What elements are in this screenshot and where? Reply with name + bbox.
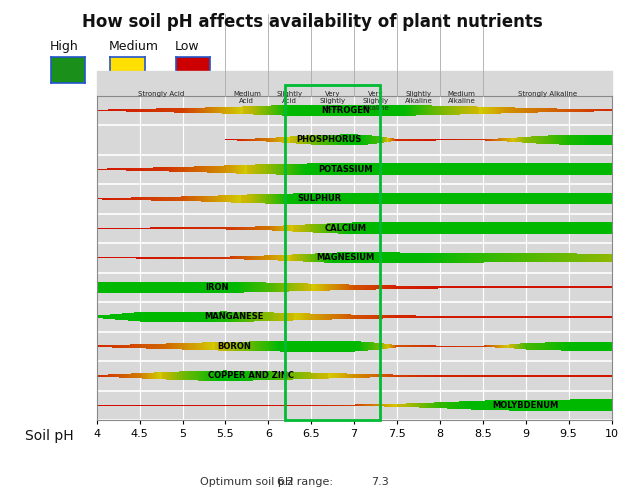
Text: MOLYBDENUM: MOLYBDENUM [492,401,559,410]
Text: CALCIUM: CALCIUM [324,224,366,233]
Text: Low: Low [175,40,199,53]
Text: POTASSIUM: POTASSIUM [318,165,373,174]
Text: Slightly
Acid: Slightly Acid [276,91,303,104]
Text: PHOSPHORUS: PHOSPHORUS [296,135,361,144]
Text: Very
Slightly
Alkaline: Very Slightly Alkaline [362,91,389,111]
Text: 7.3: 7.3 [371,477,389,487]
Text: COPPER AND ZINC: COPPER AND ZINC [208,371,294,380]
Text: Medium
Acid: Medium Acid [233,91,261,104]
Bar [97,70,612,96]
Text: MANGANESE: MANGANESE [204,312,264,321]
Text: SULPHUR: SULPHUR [298,194,342,203]
Text: MAGNESIUM: MAGNESIUM [316,254,374,262]
Text: 6.2: 6.2 [276,477,295,487]
Text: Optimum soil pH range:: Optimum soil pH range: [200,477,333,487]
Text: Strongly Alkaline: Strongly Alkaline [517,91,577,97]
Text: BORON: BORON [217,342,251,351]
Text: IRON: IRON [205,283,228,292]
Text: High: High [50,40,79,53]
Text: Medium
Alkaline: Medium Alkaline [447,91,475,104]
Bar [286,85,380,420]
Text: How soil pH affects availability of plant nutrients: How soil pH affects availability of plan… [82,13,542,31]
Text: Very
Slightly
Acid: Very Slightly Acid [319,91,346,111]
Text: Soil pH: Soil pH [25,429,74,443]
Text: NITROGEN: NITROGEN [321,106,370,115]
Text: Strongly Acid: Strongly Acid [138,91,184,97]
Text: Medium: Medium [109,40,159,53]
Text: Slightly
Alkaline: Slightly Alkaline [404,91,432,104]
